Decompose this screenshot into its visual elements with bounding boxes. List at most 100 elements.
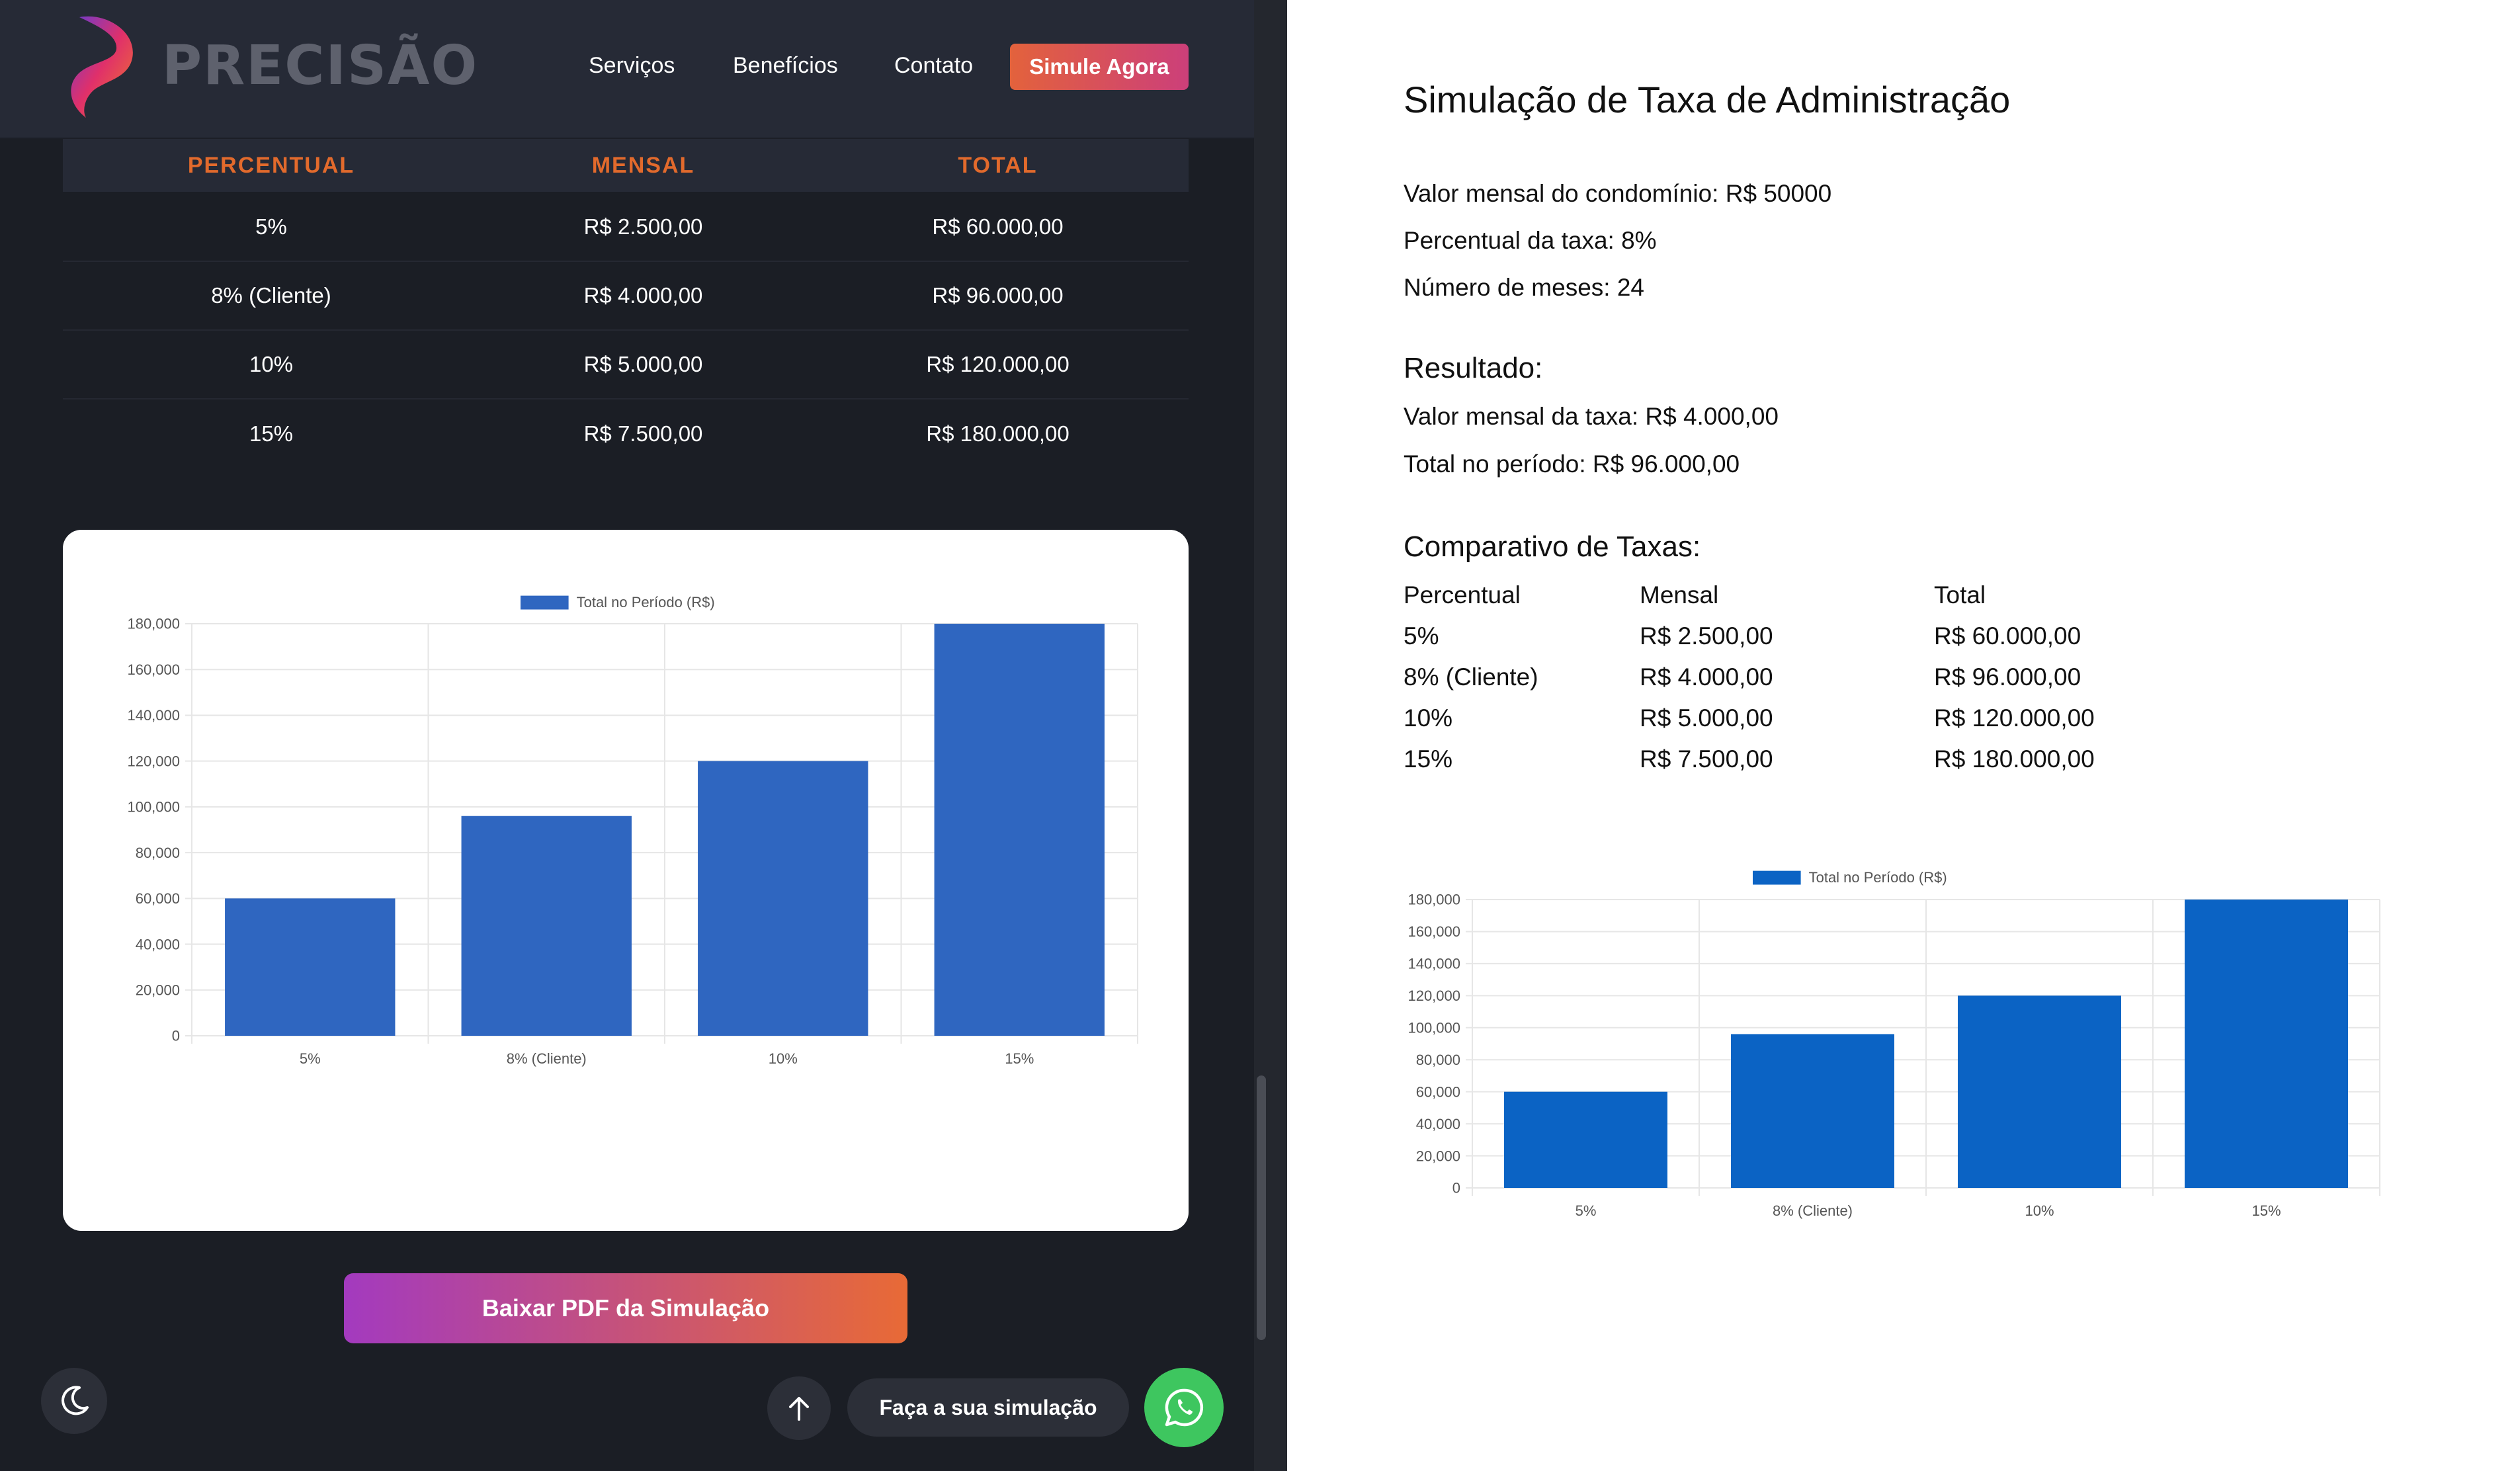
- pdf-compare-heading: Comparativo de Taxas:: [1404, 530, 1701, 563]
- header-total: TOTAL: [958, 152, 1038, 178]
- x-tick-label: 8% (Cliente): [507, 1050, 587, 1067]
- bar: [934, 624, 1105, 1036]
- pdf-result-total: Total no período: R$ 96.000,00: [1404, 450, 1740, 478]
- bar: [698, 761, 868, 1036]
- pdf-compare-cell: 5%: [1404, 622, 1439, 650]
- cell-mensal: R$ 5.000,00: [583, 352, 703, 376]
- legend-label: Total no Período (R$): [1809, 869, 1947, 886]
- y-tick-label: 80,000: [136, 845, 180, 861]
- y-tick-label: 100,000: [1407, 1019, 1460, 1036]
- legend-swatch: [521, 595, 569, 610]
- pdf-compare-cell: 15%: [1404, 745, 1453, 773]
- bar-chart-left: 0 20,000 40,000 60,000 80,000 100,000 120,000 1…: [127, 594, 1138, 1067]
- y-tick-label: 160,000: [127, 661, 180, 678]
- pdf-compare-header: Total: [1934, 581, 1986, 609]
- pdf-line-valor-mensal: Valor mensal do condomínio: R$ 50000: [1404, 180, 1832, 207]
- pdf-result-heading: Resultado:: [1404, 352, 1543, 384]
- y-tick-label: 140,000: [127, 707, 180, 724]
- cell-mensal: R$ 2.500,00: [583, 214, 703, 239]
- pdf-compare-header: Percentual: [1404, 581, 1521, 609]
- x-tick-label: 5%: [300, 1050, 321, 1067]
- bar: [1731, 1034, 1894, 1188]
- pdf-compare-cell: R$ 5.000,00: [1640, 704, 1773, 732]
- comparison-table-header: PERCENTUAL MENSAL TOTAL: [63, 139, 1189, 192]
- legend-swatch: [1753, 870, 1801, 885]
- y-tick-label: 40,000: [136, 936, 180, 952]
- brand-logo-icon: [71, 16, 133, 118]
- y-tick-label: 20,000: [136, 982, 180, 998]
- app-panel: PRECISÃO Serviços Benefícios Contato Sim…: [0, 0, 1287, 1471]
- moon-icon: [62, 1386, 89, 1415]
- simulation-pill-button[interactable]: Faça a sua simulação: [847, 1378, 1129, 1437]
- nav-link-beneficios[interactable]: Benefícios: [733, 53, 838, 78]
- scroll-top-button[interactable]: [767, 1376, 831, 1440]
- cell-total: R$ 96.000,00: [932, 283, 1064, 308]
- simule-agora-button[interactable]: Simule Agora: [1010, 44, 1189, 90]
- x-tick-label: 15%: [2251, 1202, 2281, 1219]
- pdf-compare-cell: R$ 120.000,00: [1934, 704, 2095, 732]
- y-tick-label: 160,000: [1407, 923, 1460, 940]
- pdf-compare-cell: R$ 180.000,00: [1934, 745, 2095, 773]
- cell-percentual: 15%: [249, 421, 294, 446]
- y-tick-label: 60,000: [1416, 1083, 1460, 1100]
- cell-total: R$ 120.000,00: [926, 352, 1070, 376]
- y-tick-label: 40,000: [1416, 1116, 1460, 1132]
- y-tick-label: 180,000: [127, 616, 180, 632]
- y-tick-label: 120,000: [127, 753, 180, 769]
- bar-chart-right: 0 20,000 40,000 60,000 80,000 100,000 120,000 1…: [1407, 869, 2380, 1219]
- y-tick-label: 0: [1452, 1180, 1460, 1197]
- pdf-compare-cell: 10%: [1404, 704, 1453, 732]
- cell-mensal: R$ 4.000,00: [583, 283, 703, 308]
- pdf-line-meses: Número de meses: 24: [1404, 274, 1645, 301]
- y-tick-label: 0: [172, 1028, 180, 1044]
- whatsapp-button[interactable]: [1144, 1368, 1224, 1447]
- pdf-title: Simulação de Taxa de Administração: [1404, 79, 2011, 120]
- bar: [461, 816, 632, 1036]
- bar: [225, 898, 396, 1036]
- brand-name[interactable]: PRECISÃO: [162, 34, 479, 97]
- chart-card: 0 20,000 40,000 60,000 80,000 100,000 120,000 1…: [63, 530, 1189, 1231]
- x-tick-label: 8% (Cliente): [1773, 1202, 1853, 1219]
- theme-toggle-button[interactable]: [41, 1368, 107, 1434]
- table-row: 15% R$ 7.500,00 R$ 180.000,00: [63, 399, 1189, 468]
- x-tick-label: 15%: [1005, 1050, 1034, 1067]
- pdf-compare-cell: R$ 7.500,00: [1640, 745, 1773, 773]
- nav-link-servicos[interactable]: Serviços: [589, 53, 675, 78]
- x-tick-label: 5%: [1575, 1202, 1597, 1219]
- cell-percentual: 8% (Cliente): [211, 283, 331, 308]
- header-percentual: PERCENTUAL: [187, 152, 355, 178]
- x-tick-label: 10%: [2025, 1202, 2054, 1219]
- pdf-compare-cell: 8% (Cliente): [1404, 663, 1538, 691]
- cell-total: R$ 180.000,00: [926, 421, 1070, 446]
- y-tick-label: 60,000: [136, 890, 180, 907]
- legend-label: Total no Período (R$): [577, 594, 715, 610]
- y-tick-label: 180,000: [1407, 892, 1460, 908]
- download-pdf-button[interactable]: Baixar PDF da Simulação: [344, 1273, 907, 1343]
- cell-percentual: 10%: [249, 352, 294, 376]
- pdf-compare-cell: R$ 96.000,00: [1934, 663, 2081, 691]
- y-tick-label: 140,000: [1407, 956, 1460, 972]
- pdf-result-mensal: Valor mensal da taxa: R$ 4.000,00: [1404, 403, 1779, 430]
- header-mensal: MENSAL: [591, 152, 695, 178]
- bar: [2185, 900, 2348, 1188]
- cell-total: R$ 60.000,00: [932, 214, 1064, 239]
- y-tick-label: 20,000: [1416, 1148, 1460, 1164]
- bar: [1504, 1091, 1667, 1188]
- pdf-compare-cell: R$ 60.000,00: [1934, 622, 2081, 650]
- pdf-preview: Simulação de Taxa de Administração Valor…: [1287, 0, 2520, 1471]
- pdf-compare-cell: R$ 4.000,00: [1640, 663, 1773, 691]
- cell-mensal: R$ 7.500,00: [583, 421, 703, 446]
- cell-percentual: 5%: [255, 214, 287, 239]
- nav-link-contato[interactable]: Contato: [894, 53, 974, 78]
- y-tick-label: 100,000: [127, 799, 180, 816]
- table-row: 10% R$ 5.000,00 R$ 120.000,00: [63, 331, 1189, 399]
- table-row: 5% R$ 2.500,00 R$ 60.000,00: [63, 193, 1189, 262]
- whatsapp-icon: [1165, 1388, 1204, 1427]
- y-tick-label: 120,000: [1407, 988, 1460, 1004]
- pdf-compare-header: Mensal: [1640, 581, 1719, 609]
- navbar: PRECISÃO Serviços Benefícios Contato Sim…: [0, 0, 1254, 139]
- table-row: 8% (Cliente) R$ 4.000,00 R$ 96.000,00: [63, 262, 1189, 331]
- bar: [1958, 995, 2121, 1188]
- x-tick-label: 10%: [769, 1050, 798, 1067]
- scrollbar-thumb[interactable]: [1257, 1075, 1266, 1340]
